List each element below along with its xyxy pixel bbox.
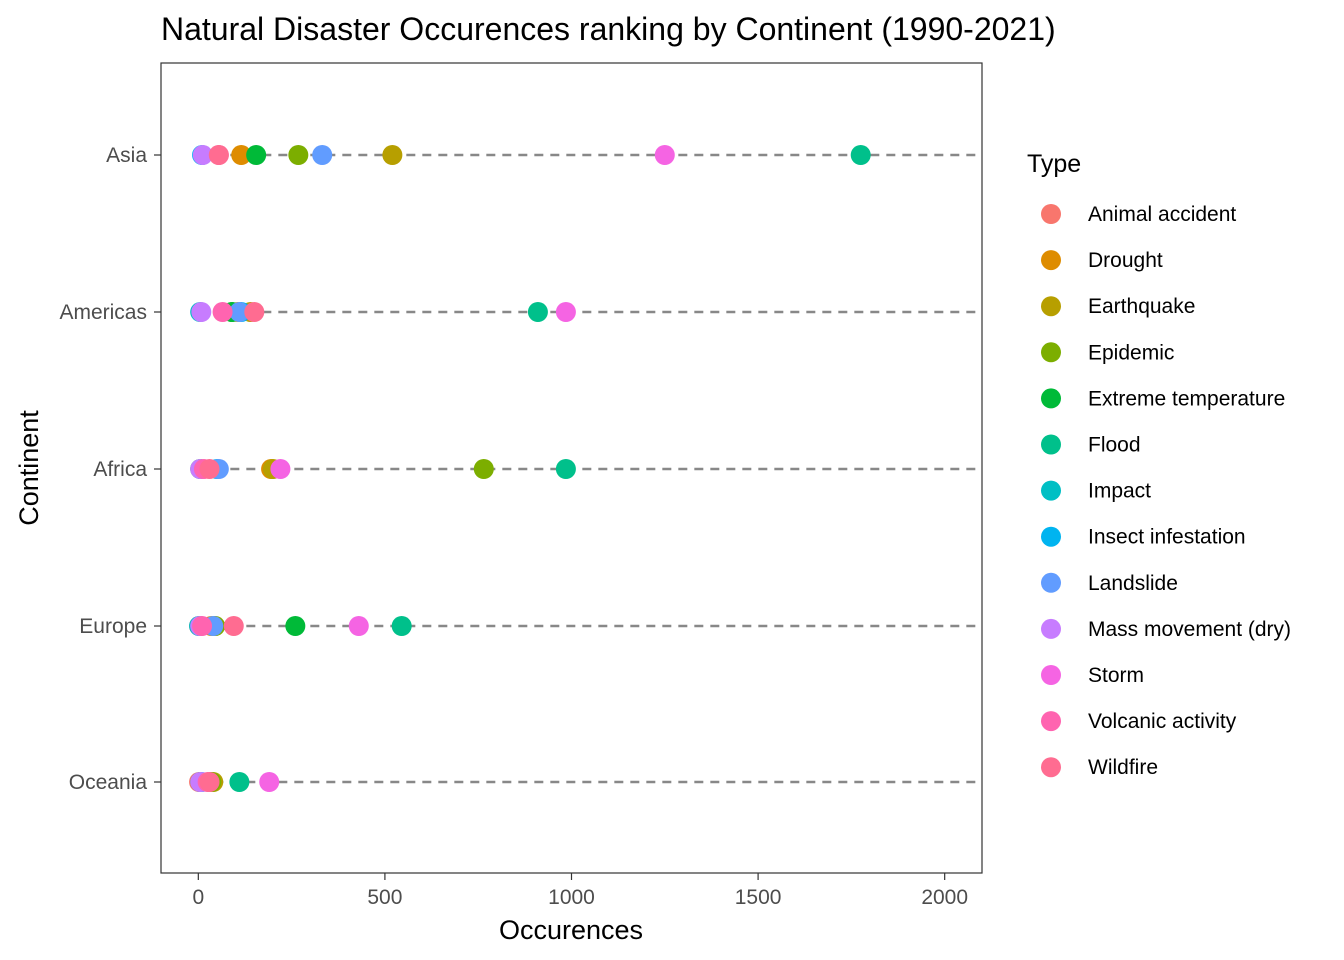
y-tick-label: Americas	[59, 301, 147, 324]
legend-label: Impact	[1088, 480, 1151, 503]
legend-key	[1041, 434, 1061, 455]
legend-label: Volcanic activity	[1088, 710, 1237, 733]
legend-key	[1041, 618, 1061, 639]
legend-key	[1041, 526, 1061, 547]
data-point	[285, 616, 306, 636]
legend-key	[1041, 204, 1061, 224]
data-point	[199, 459, 220, 479]
y-tick-label: Asia	[106, 144, 147, 167]
data-point	[850, 145, 871, 165]
data-point	[654, 145, 675, 165]
legend-label: Mass movement (dry)	[1088, 618, 1291, 641]
data-point	[191, 302, 212, 322]
x-tick-label: 0	[192, 886, 204, 909]
data-point	[212, 302, 233, 322]
data-point	[229, 302, 250, 322]
legend-label: Earthquake	[1088, 295, 1195, 318]
data-point	[244, 302, 265, 322]
legend-label: Storm	[1088, 664, 1144, 687]
category-guides	[198, 153, 982, 784]
legend-key	[1041, 711, 1061, 732]
legend-label: Wildfire	[1088, 756, 1158, 779]
data-point	[229, 772, 250, 792]
data-point	[348, 616, 369, 636]
data-point	[473, 459, 494, 479]
data-point	[270, 459, 291, 479]
data-point	[231, 145, 252, 165]
data-point	[288, 145, 309, 165]
data-point	[223, 616, 244, 636]
y-tick-label: Africa	[93, 458, 147, 481]
legend: Type Animal accident Drought Earthquake Epi…	[1027, 150, 1291, 779]
data-point	[312, 145, 333, 165]
data-point	[555, 302, 576, 322]
x-tick-label: 1000	[548, 886, 595, 909]
legend-label: Insect infestation	[1088, 526, 1246, 549]
legend-label: Drought	[1088, 249, 1163, 272]
data-points	[189, 145, 871, 792]
legend-title: Type	[1027, 150, 1081, 178]
data-point	[208, 145, 229, 165]
data-point	[259, 772, 280, 792]
legend-key	[1041, 480, 1061, 501]
legend-label: Extreme temperature	[1088, 387, 1285, 410]
data-point	[192, 616, 213, 636]
legend-label: Flood	[1088, 434, 1141, 457]
y-axis-title: Continent	[14, 410, 44, 526]
legend-key	[1041, 388, 1061, 409]
x-tick-label: 2000	[921, 886, 968, 909]
data-point	[555, 459, 576, 479]
data-point	[382, 145, 403, 165]
chart-title: Natural Disaster Occurences ranking by C…	[161, 11, 1056, 47]
data-point	[199, 772, 220, 792]
y-tick-label: Oceania	[69, 771, 148, 794]
data-point	[192, 145, 213, 165]
legend-key	[1041, 296, 1061, 317]
x-tick-label: 1500	[735, 886, 782, 909]
legend-key	[1041, 342, 1061, 363]
x-axis-ticks: 0 500 1000 1500 2000	[192, 873, 968, 909]
legend-label: Epidemic	[1088, 341, 1174, 364]
legend-key	[1041, 757, 1061, 778]
legend-label: Animal accident	[1088, 203, 1236, 226]
legend-key	[1041, 250, 1061, 271]
legend-key	[1041, 572, 1061, 593]
data-point	[391, 616, 412, 636]
data-point	[527, 302, 548, 322]
legend-key	[1041, 665, 1061, 685]
y-tick-label: Europe	[79, 615, 147, 638]
y-axis-ticks: Asia Americas Africa Europe Oceania	[59, 144, 161, 794]
data-point	[246, 145, 267, 165]
legend-label: Landslide	[1088, 572, 1178, 595]
x-tick-label: 500	[367, 886, 402, 909]
x-axis-title: Occurences	[499, 915, 643, 945]
